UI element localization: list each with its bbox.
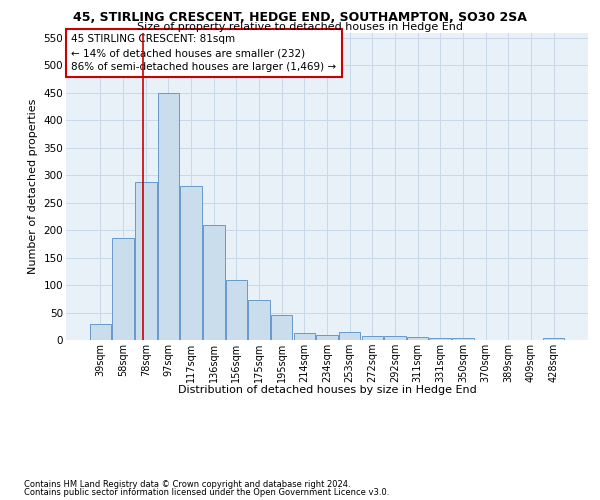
Bar — [248, 300, 270, 340]
Bar — [384, 336, 406, 340]
Bar — [90, 324, 111, 340]
Text: Contains public sector information licensed under the Open Government Licence v3: Contains public sector information licen… — [24, 488, 389, 497]
Bar — [271, 316, 292, 340]
Bar — [203, 224, 224, 340]
Bar — [135, 182, 157, 340]
Text: Size of property relative to detached houses in Hedge End: Size of property relative to detached ho… — [137, 22, 463, 32]
Bar — [407, 338, 428, 340]
Bar — [158, 93, 179, 340]
Y-axis label: Number of detached properties: Number of detached properties — [28, 98, 38, 274]
Bar — [339, 332, 361, 340]
Bar — [226, 280, 247, 340]
Bar — [430, 338, 451, 340]
Bar — [362, 336, 383, 340]
Text: 45 STIRLING CRESCENT: 81sqm
← 14% of detached houses are smaller (232)
86% of se: 45 STIRLING CRESCENT: 81sqm ← 14% of det… — [71, 34, 337, 72]
X-axis label: Distribution of detached houses by size in Hedge End: Distribution of detached houses by size … — [178, 385, 476, 395]
Bar — [112, 238, 134, 340]
Bar — [181, 186, 202, 340]
Text: Contains HM Land Registry data © Crown copyright and database right 2024.: Contains HM Land Registry data © Crown c… — [24, 480, 350, 489]
Bar — [293, 334, 315, 340]
Bar — [543, 338, 564, 340]
Bar — [316, 334, 338, 340]
Bar — [452, 338, 473, 340]
Text: 45, STIRLING CRESCENT, HEDGE END, SOUTHAMPTON, SO30 2SA: 45, STIRLING CRESCENT, HEDGE END, SOUTHA… — [73, 11, 527, 24]
